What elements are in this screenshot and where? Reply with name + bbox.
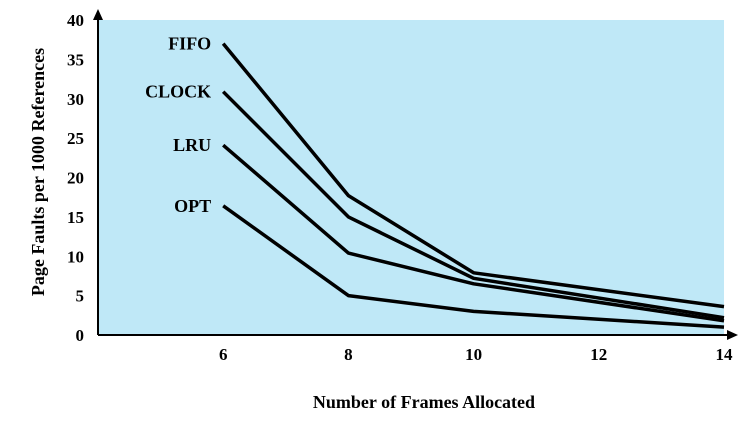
axes (93, 9, 738, 340)
plot-area (98, 20, 724, 335)
x-tick-label: 6 (219, 345, 228, 364)
y-tick-label: 10 (67, 247, 84, 266)
y-tick-label: 5 (76, 287, 85, 306)
series-labels: FIFO CLOCK LRU OPT (145, 34, 211, 216)
series-label-fifo: FIFO (168, 34, 211, 54)
x-tick-label: 12 (590, 345, 607, 364)
series-line-clock (221, 90, 725, 320)
x-tick-labels: 6 8 10 12 14 (219, 345, 733, 364)
y-tick-labels: 0 5 10 15 20 25 30 35 40 (67, 11, 84, 345)
series-line-opt (222, 204, 725, 329)
y-tick-label: 30 (67, 90, 84, 109)
y-tick-label: 0 (76, 326, 85, 345)
series-line-fifo (221, 42, 725, 309)
series-label-lru: LRU (173, 135, 211, 155)
series-label-opt: OPT (174, 196, 211, 216)
series-label-clock: CLOCK (145, 82, 211, 102)
x-tick-label: 14 (716, 345, 734, 364)
x-tick-label: 8 (344, 345, 353, 364)
y-axis-title: Page Faults per 1000 References (28, 48, 48, 296)
y-axis-arrow (93, 9, 103, 20)
x-axis-title: Number of Frames Allocated (313, 392, 535, 412)
y-tick-label: 15 (67, 208, 84, 227)
y-tick-label: 35 (67, 50, 84, 69)
y-tick-label: 20 (67, 169, 84, 188)
series-lines (221, 42, 725, 329)
x-tick-label: 10 (465, 345, 482, 364)
series-line-lru (222, 143, 725, 323)
y-tick-label: 40 (67, 11, 84, 30)
y-tick-label: 25 (67, 129, 84, 148)
x-axis-arrow (727, 330, 738, 340)
